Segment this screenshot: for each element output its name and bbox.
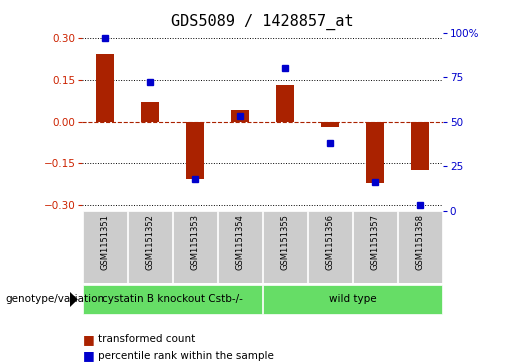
Bar [411,122,430,170]
Bar [218,211,262,283]
Bar [173,211,217,283]
Bar [128,211,171,283]
Text: wild type: wild type [329,294,376,305]
Polygon shape [70,291,78,307]
Bar [321,122,339,127]
Text: transformed count: transformed count [98,334,195,344]
Text: GSM1151353: GSM1151353 [191,214,199,270]
Text: ■: ■ [82,349,94,362]
Bar [231,110,249,122]
Text: ■: ■ [82,333,94,346]
Text: percentile rank within the sample: percentile rank within the sample [98,351,274,361]
Text: cystatin B knockout Cstb-/-: cystatin B knockout Cstb-/- [102,294,243,305]
Bar [353,211,397,283]
Text: GSM1151354: GSM1151354 [236,214,245,270]
Bar [263,211,307,283]
Text: GSM1151355: GSM1151355 [281,214,289,270]
Bar [96,53,114,122]
Text: GSM1151358: GSM1151358 [416,214,425,270]
Bar [186,122,204,179]
Bar [83,211,127,283]
Bar [308,211,352,283]
Bar [366,122,384,183]
Bar [83,285,262,314]
Text: GSM1151357: GSM1151357 [371,214,380,270]
Text: GSM1151351: GSM1151351 [100,214,109,270]
Text: GSM1151352: GSM1151352 [146,214,154,270]
Bar [276,85,294,122]
Title: GDS5089 / 1428857_at: GDS5089 / 1428857_at [171,14,354,30]
Bar [398,211,442,283]
Text: GSM1151356: GSM1151356 [326,214,335,270]
Bar [263,285,442,314]
Text: genotype/variation: genotype/variation [5,294,104,305]
Bar [141,102,159,122]
